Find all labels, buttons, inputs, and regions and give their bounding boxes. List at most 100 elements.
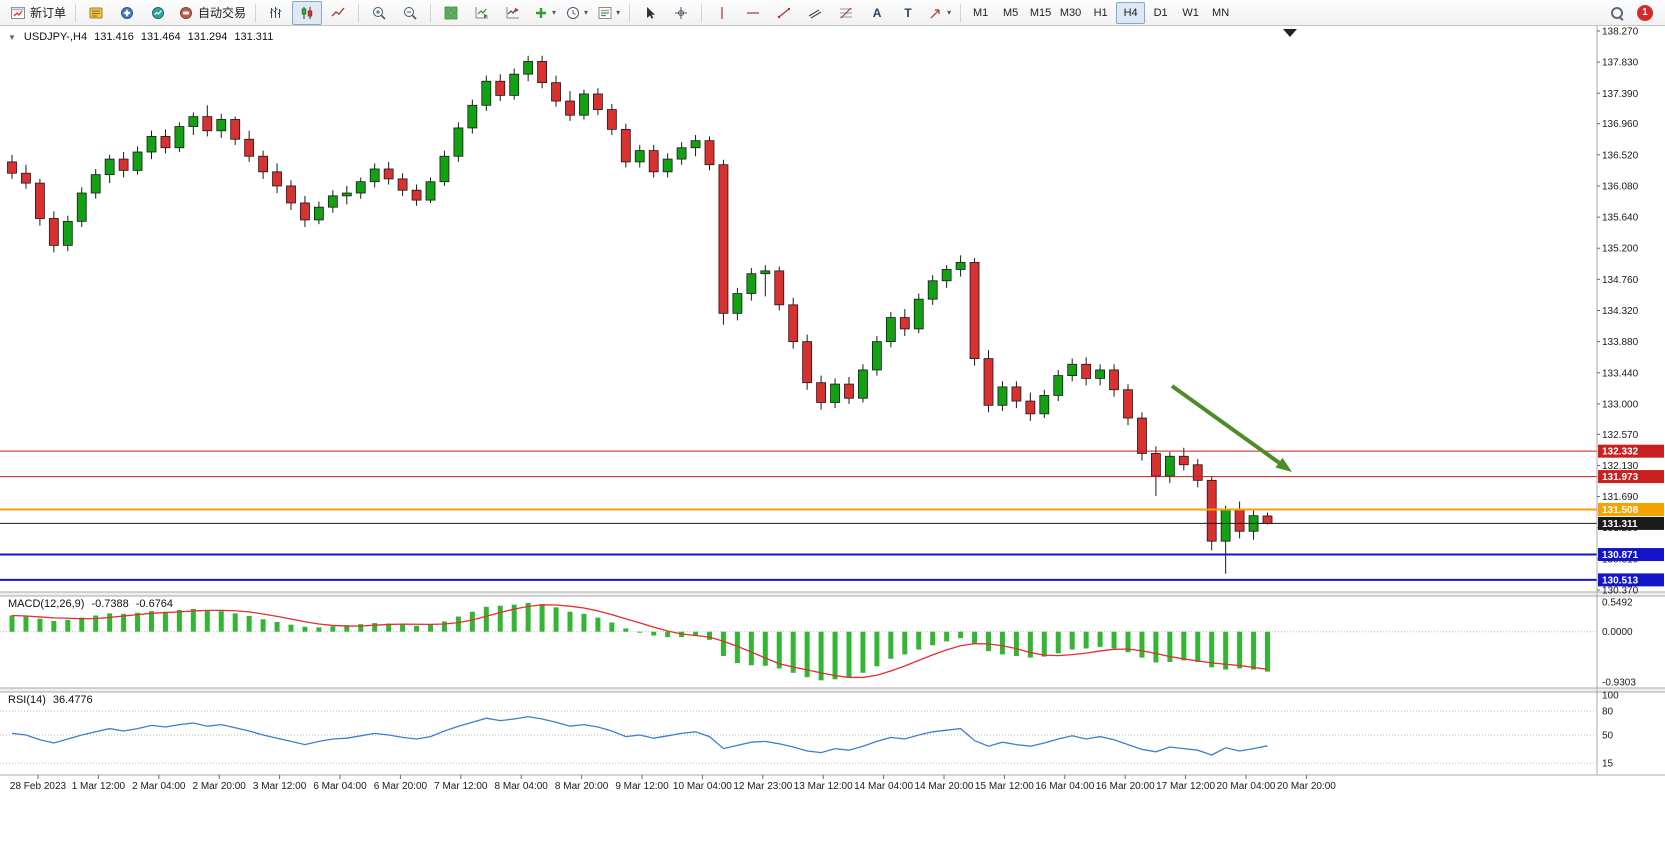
macd-histogram-bar [776, 631, 782, 669]
macd-histogram-bar [386, 623, 392, 632]
price-tag[interactable] [1598, 573, 1664, 587]
indicators-button[interactable]: ▾ [529, 1, 560, 25]
text-tool-button[interactable]: A [862, 1, 892, 25]
trend-arrow-head[interactable] [1275, 457, 1292, 472]
rsi-indicator-label: RSI(14) 36.4776 [8, 694, 93, 706]
dropdown-arrow-icon[interactable]: ▾ [584, 8, 589, 17]
price-axis-label: 133.000 [1602, 399, 1639, 410]
candle-body [746, 273, 757, 294]
time-axis-label: 17 Mar 12:00 [1156, 781, 1215, 792]
macd-histogram-bar [204, 610, 210, 632]
price-tag[interactable] [1598, 444, 1664, 458]
time-axis-label: 2 Mar 04:00 [132, 781, 186, 792]
timeframe-m30-button[interactable]: M30 [1059, 6, 1082, 19]
notification-badge[interactable]: 1 [1637, 4, 1653, 21]
timeframe-h4-button[interactable]: H4 [1116, 1, 1146, 24]
dropdown-arrow-icon[interactable]: ▾ [552, 8, 557, 17]
price-tag[interactable] [1598, 548, 1664, 562]
timeframe-h1-button[interactable]: H1 [1093, 6, 1108, 19]
terminal-button[interactable] [143, 1, 173, 25]
tile-windows-button[interactable] [436, 1, 466, 25]
candle-body [718, 164, 729, 314]
timeframe-m1-button[interactable]: M1 [972, 6, 989, 19]
timeframe-mn-button[interactable]: MN [1212, 6, 1230, 19]
candlestick-chart-button[interactable] [292, 0, 323, 25]
line-chart-button[interactable] [323, 1, 353, 25]
price-axis-label: 133.440 [1602, 368, 1639, 379]
price-axis-label: 138.270 [1602, 27, 1639, 38]
timeframe-m5-button[interactable]: M5 [1002, 6, 1019, 19]
autotrading-button[interactable]: 自动交易 [174, 1, 250, 25]
macd-histogram-bar [1041, 631, 1047, 657]
new-order-button[interactable]: 新订单 [6, 1, 70, 25]
search-button[interactable] [1602, 1, 1632, 25]
zoom-in-button[interactable] [364, 1, 394, 25]
market-watch-button[interactable] [81, 1, 111, 25]
price-tag[interactable] [1598, 470, 1664, 484]
candle-body [1220, 509, 1231, 542]
channel-button[interactable] [800, 1, 830, 25]
chart-shift-button[interactable] [498, 1, 528, 25]
horizontal-line-button[interactable] [738, 1, 768, 25]
periods-button[interactable]: ▾ [561, 1, 592, 25]
vertical-line-button[interactable] [707, 1, 737, 25]
text-label-button[interactable]: T [893, 1, 923, 25]
timeframe-m15-button[interactable]: M15 [1029, 6, 1052, 19]
macd-histogram-bar [986, 631, 991, 652]
macd-histogram-bar [274, 621, 280, 632]
templates-button[interactable]: ▾ [593, 1, 624, 25]
candle-body [313, 206, 324, 221]
macd-histogram-bar [316, 627, 322, 632]
arrows-tool-icon [930, 8, 940, 18]
arrows-tool-button[interactable]: ▾ [924, 1, 955, 25]
trendline-button[interactable] [769, 1, 799, 25]
auto-scroll-button[interactable] [467, 1, 497, 25]
chart-high-value: 131.464 [140, 31, 181, 43]
navigator-button[interactable] [112, 1, 142, 25]
candle-body [118, 158, 129, 171]
price-tag[interactable] [1598, 516, 1664, 530]
time-axis-label: 3 Mar 12:00 [253, 781, 307, 792]
chart-collapse-icon[interactable]: ▼ [8, 33, 16, 42]
rsi-name: RSI(14) [8, 694, 46, 706]
cursor-button[interactable] [635, 1, 665, 25]
timeframe-d1-button[interactable]: D1 [1153, 6, 1168, 19]
macd-histogram-bar [1237, 631, 1243, 669]
macd-histogram-bar [37, 618, 43, 632]
price-axis-label: 134.760 [1602, 275, 1639, 286]
macd-histogram-bar [469, 611, 475, 632]
candle-body [327, 195, 338, 208]
macd-histogram-bar [651, 631, 657, 636]
chart-background[interactable] [0, 26, 1665, 819]
macd-histogram-bar [372, 623, 378, 632]
toolbar-separator [255, 3, 257, 22]
candle-body [160, 136, 171, 149]
macd-histogram-bar [916, 631, 922, 650]
bar-chart-button[interactable] [261, 1, 291, 25]
price-tag-label: 131.311 [1602, 519, 1638, 530]
macd-histogram-bar [846, 631, 852, 678]
candle-body [899, 317, 910, 330]
candle-body [774, 270, 785, 306]
dropdown-arrow-icon[interactable]: ▾ [947, 8, 952, 17]
candle-body [1178, 455, 1189, 466]
timeframe-w1-button[interactable]: W1 [1182, 6, 1199, 19]
candle-body [969, 261, 980, 360]
candle-body [21, 172, 31, 184]
candle-body [551, 82, 561, 102]
price-chart-canvas[interactable]: 138.270 137.830 137.390 136.960 136.520 136.0… [0, 26, 1665, 845]
macd-histogram-bar [581, 613, 587, 632]
price-tag[interactable] [1598, 502, 1664, 516]
trend-arrow-line[interactable] [1170, 384, 1281, 465]
macd-histogram-bar [149, 611, 154, 632]
candle-body [1067, 363, 1078, 376]
candle-body [258, 155, 269, 173]
candle-body [495, 80, 506, 96]
price-axis-label: 136.960 [1602, 119, 1639, 130]
chart-shift-marker[interactable] [1283, 29, 1297, 37]
dropdown-arrow-icon[interactable]: ▾ [616, 8, 621, 17]
fibonacci-button[interactable] [831, 1, 861, 25]
macd-histogram-bar [260, 619, 266, 632]
zoom-out-button[interactable] [395, 1, 425, 25]
crosshair-button[interactable] [666, 1, 696, 25]
